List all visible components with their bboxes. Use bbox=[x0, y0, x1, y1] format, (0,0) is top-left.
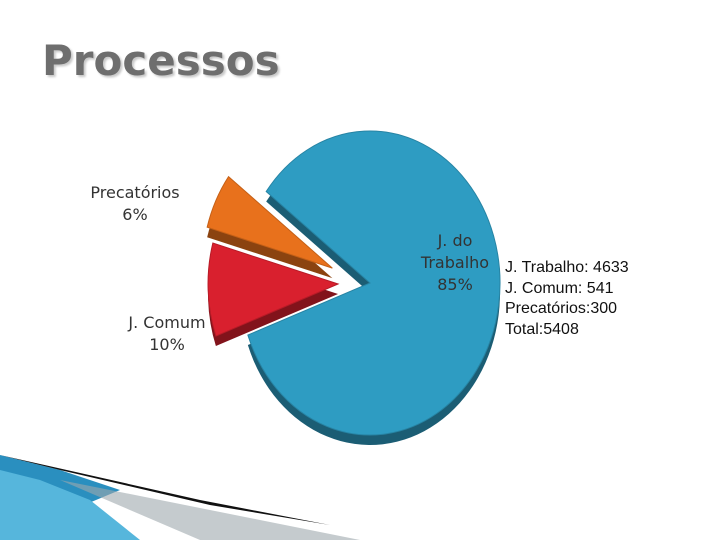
value-label: 85% bbox=[437, 275, 473, 294]
slice-label: J. do Trabalho 85% bbox=[400, 230, 510, 296]
slice bbox=[207, 242, 340, 337]
category-label: J. Comum bbox=[128, 313, 206, 332]
annotation: Total:5408 bbox=[505, 320, 579, 338]
category-label: Precatórios bbox=[90, 183, 180, 202]
slice bbox=[247, 130, 501, 436]
annotation: Precatórios:300 bbox=[505, 300, 618, 317]
value-label: 6% bbox=[122, 205, 148, 224]
slice bbox=[206, 175, 333, 269]
value-label: 10% bbox=[149, 335, 185, 354]
decoration bbox=[0, 455, 360, 540]
slice-label: Precatórios 6% bbox=[80, 182, 190, 226]
slice-label: J. Comum 10% bbox=[112, 312, 222, 356]
annotation: J. Trabalho: 4633 bbox=[505, 259, 629, 276]
annotation: J. Comum: 541 bbox=[505, 279, 614, 297]
category-label: J. do Trabalho bbox=[420, 231, 490, 272]
chart-title: Processos bbox=[42, 36, 280, 85]
